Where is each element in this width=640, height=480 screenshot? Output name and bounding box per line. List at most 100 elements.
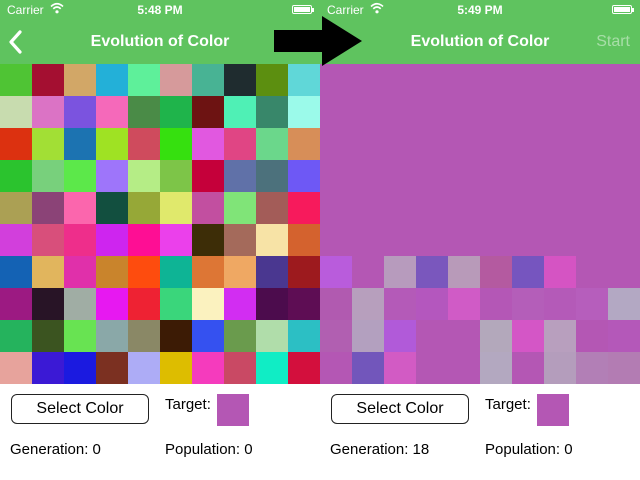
left-screen: Carrier 5:48 PM Evolution of Color Selec… bbox=[0, 0, 320, 458]
target-label: Target: bbox=[485, 396, 531, 413]
color-cell bbox=[32, 64, 64, 96]
color-cell bbox=[352, 320, 384, 352]
select-color-button[interactable]: Select Color bbox=[11, 394, 149, 424]
color-cell bbox=[256, 352, 288, 384]
color-cell bbox=[0, 224, 32, 256]
color-cell bbox=[0, 64, 32, 96]
color-cell bbox=[576, 320, 608, 352]
color-cell bbox=[160, 160, 192, 192]
color-cell bbox=[160, 320, 192, 352]
target-color-swatch bbox=[537, 394, 569, 426]
color-cell bbox=[96, 160, 128, 192]
color-cell bbox=[160, 288, 192, 320]
color-cell bbox=[512, 320, 544, 352]
color-cell bbox=[224, 96, 256, 128]
page-title: Evolution of Color bbox=[410, 33, 550, 50]
color-cell bbox=[288, 288, 320, 320]
color-cell bbox=[192, 96, 224, 128]
color-cell bbox=[256, 128, 288, 160]
color-cell bbox=[160, 64, 192, 96]
color-cell bbox=[224, 128, 256, 160]
color-cell bbox=[384, 288, 416, 320]
color-cell bbox=[192, 128, 224, 160]
color-cell bbox=[256, 288, 288, 320]
start-button[interactable]: Start bbox=[596, 33, 630, 50]
color-cell bbox=[128, 64, 160, 96]
color-cell bbox=[512, 288, 544, 320]
target-label: Target: bbox=[165, 396, 211, 413]
battery-icon bbox=[612, 5, 634, 14]
color-cell bbox=[64, 352, 96, 384]
color-cell bbox=[32, 256, 64, 288]
color-cell bbox=[224, 192, 256, 224]
color-cell bbox=[544, 288, 576, 320]
color-grid bbox=[320, 64, 640, 384]
color-cell bbox=[96, 256, 128, 288]
color-cell bbox=[224, 64, 256, 96]
color-cell bbox=[224, 320, 256, 352]
color-cell bbox=[96, 352, 128, 384]
wifi-icon bbox=[370, 2, 384, 14]
color-cell bbox=[256, 64, 288, 96]
color-cell bbox=[0, 160, 32, 192]
status-bar: Carrier 5:49 PM bbox=[320, 0, 640, 20]
color-cell bbox=[0, 288, 32, 320]
color-cell bbox=[64, 160, 96, 192]
arrow-right-icon bbox=[274, 16, 362, 66]
color-cell bbox=[64, 128, 96, 160]
chevron-left-icon[interactable] bbox=[6, 29, 26, 55]
color-cell bbox=[288, 256, 320, 288]
color-cell bbox=[32, 96, 64, 128]
carrier-label: Carrier bbox=[327, 3, 364, 17]
color-cell bbox=[288, 224, 320, 256]
color-cell bbox=[128, 160, 160, 192]
color-cell bbox=[256, 192, 288, 224]
carrier-label: Carrier bbox=[7, 3, 44, 17]
color-cell bbox=[448, 352, 480, 384]
color-cell bbox=[480, 256, 512, 288]
color-cell bbox=[160, 352, 192, 384]
color-cell bbox=[64, 256, 96, 288]
color-cell bbox=[32, 160, 64, 192]
color-cell bbox=[576, 352, 608, 384]
color-cell bbox=[544, 256, 576, 288]
target-color-swatch bbox=[217, 394, 249, 426]
color-cell bbox=[352, 256, 384, 288]
color-cell bbox=[64, 192, 96, 224]
color-cell bbox=[192, 224, 224, 256]
color-cell bbox=[0, 96, 32, 128]
color-cell bbox=[192, 320, 224, 352]
color-cell bbox=[128, 288, 160, 320]
color-cell bbox=[224, 224, 256, 256]
color-cell bbox=[416, 320, 448, 352]
color-cell bbox=[32, 320, 64, 352]
color-cell bbox=[544, 320, 576, 352]
color-cell bbox=[128, 128, 160, 160]
color-cell bbox=[384, 320, 416, 352]
wifi-icon bbox=[50, 2, 64, 14]
color-cell bbox=[0, 320, 32, 352]
color-cell bbox=[480, 288, 512, 320]
color-cell bbox=[608, 352, 640, 384]
color-cell bbox=[128, 320, 160, 352]
color-cell bbox=[512, 352, 544, 384]
color-cell bbox=[288, 352, 320, 384]
color-cell bbox=[96, 320, 128, 352]
select-color-button[interactable]: Select Color bbox=[331, 394, 469, 424]
color-cell bbox=[192, 256, 224, 288]
color-cell bbox=[192, 288, 224, 320]
color-cell bbox=[224, 352, 256, 384]
color-cell bbox=[192, 64, 224, 96]
color-cell bbox=[320, 288, 352, 320]
color-cell bbox=[32, 288, 64, 320]
color-cell bbox=[576, 256, 608, 288]
color-cell bbox=[256, 96, 288, 128]
color-cell bbox=[288, 192, 320, 224]
color-cell bbox=[256, 320, 288, 352]
color-cell bbox=[64, 224, 96, 256]
color-cell bbox=[128, 192, 160, 224]
color-cell bbox=[256, 224, 288, 256]
color-cell bbox=[0, 192, 32, 224]
population-label: Population: 0 bbox=[165, 441, 253, 458]
generation-label: Generation: 18 bbox=[330, 441, 430, 458]
